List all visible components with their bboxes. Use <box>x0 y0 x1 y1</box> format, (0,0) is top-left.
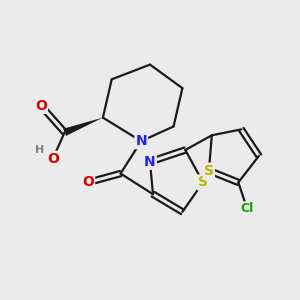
Text: O: O <box>82 176 94 189</box>
Text: O: O <box>47 152 59 166</box>
Text: N: N <box>144 155 156 169</box>
Text: S: S <box>204 164 214 178</box>
Text: N: N <box>135 134 147 148</box>
Text: S: S <box>198 176 208 189</box>
Text: H: H <box>35 145 44 155</box>
Text: O: O <box>35 99 47 113</box>
Polygon shape <box>63 118 103 136</box>
Text: Cl: Cl <box>241 202 254 215</box>
